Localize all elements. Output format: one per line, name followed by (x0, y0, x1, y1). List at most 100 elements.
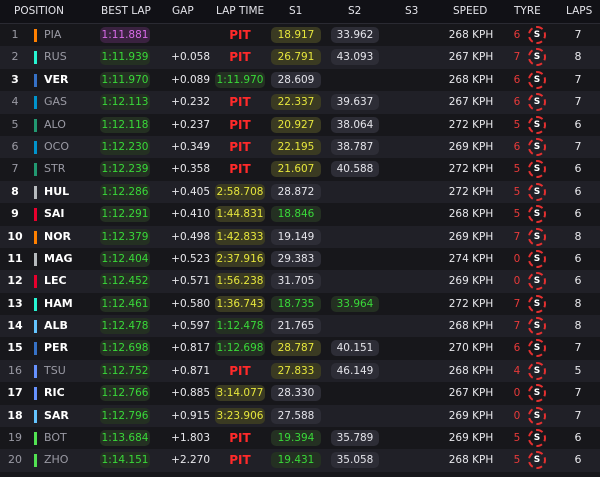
tyre-age: 0 (513, 409, 521, 422)
team-color-bar (34, 364, 37, 378)
driver-code[interactable]: MAG (44, 251, 73, 265)
driver-code[interactable]: OCO (44, 139, 69, 153)
standings-row[interactable]: 8 HUL 1:12.286 +0.405 2:58.708 28.872 272 KPH 5… (0, 180, 600, 204)
gap-to-leader: +0.523 (171, 252, 210, 265)
standings-row[interactable]: 15 PER 1:12.698 +0.817 1:12.698 28.787 40.151 2… (0, 337, 600, 359)
gap-to-leader: +0.232 (171, 96, 210, 109)
team-color-bar (34, 387, 37, 401)
driver-code[interactable]: HUL (44, 184, 70, 198)
standings-row[interactable]: 4 GAS 1:12.113 +0.232 PIT 22.337 39.637 267 KPH… (0, 91, 600, 114)
header-position[interactable]: POSITION (14, 5, 64, 17)
standings-row[interactable]: 1 PIA 1:11.881 PIT 18.917 33.962 268 KPH 6 S 7 (0, 24, 600, 46)
driver-code[interactable]: RIC (44, 386, 65, 400)
pit-indicator: PIT (229, 431, 251, 446)
driver-code[interactable]: SAI (44, 207, 65, 221)
sector-1-time: 27.833 (271, 362, 321, 379)
sector-2-time: 35.058 (331, 452, 379, 469)
gap-to-leader: +0.358 (171, 163, 210, 176)
gap-to-leader: +0.885 (171, 387, 210, 400)
speed-trap: 267 KPH (448, 51, 494, 64)
standings-row[interactable]: 20 ZHO 1:14.151 +2.270 PIT 19.431 35.058 268 KP… (0, 449, 600, 472)
best-lap-time: 1:12.291 (100, 206, 150, 223)
laps-count: 6 (574, 453, 582, 467)
tyre-age: 6 (513, 342, 521, 355)
laps-count: 7 (574, 341, 582, 355)
sector-2-time: 38.064 (331, 116, 379, 133)
standings-row[interactable]: 9 SAI 1:12.291 +0.410 1:44.831 18.846 268 KPH 5… (0, 203, 600, 225)
driver-code[interactable]: HAM (44, 296, 73, 310)
standings-row[interactable]: 7 STR 1:12.239 +0.358 PIT 21.607 40.588 272 KPH… (0, 158, 600, 180)
last-lap-time: 1:36.743 (215, 295, 265, 312)
position-number: 18 (7, 408, 23, 422)
standings-row[interactable]: 12 LEC 1:12.452 +0.571 1:56.238 31.705 269 KPH… (0, 270, 600, 293)
header-laps[interactable]: LAPS (566, 5, 593, 17)
standings-row[interactable]: 6 OCO 1:12.230 +0.349 PIT 22.195 38.787 269 KPH… (0, 135, 600, 159)
sector-1-time: 18.917 (271, 27, 321, 43)
header-speed[interactable]: SPEED (453, 5, 488, 17)
speed-trap: 272 KPH (448, 185, 494, 198)
position-number: 6 (11, 139, 19, 153)
tyre-soft-icon: S (528, 115, 546, 134)
driver-code[interactable]: LEC (44, 274, 67, 288)
standings-row[interactable]: 14 ALB 1:12.478 +0.597 1:12.478 21.765 268 KPH… (0, 315, 600, 338)
driver-code[interactable]: RUS (44, 50, 67, 64)
driver-code[interactable]: GAS (44, 95, 68, 109)
best-lap-time: 1:13.684 (100, 430, 150, 447)
standings-row[interactable]: 2 RUS 1:11.939 +0.058 PIT 26.791 43.093 267 KPH… (0, 46, 600, 69)
driver-code[interactable]: NOR (44, 229, 72, 243)
standings-row[interactable]: 13 HAM 1:12.461 +0.580 1:36.743 18.735 33.964 2… (0, 293, 600, 315)
tyre-soft-icon: S (528, 249, 546, 268)
driver-code[interactable]: ALB (44, 319, 68, 333)
standings-row[interactable]: 18 SAR 1:12.796 +0.915 3:23.906 27.588 269 KPH… (0, 404, 600, 428)
laps-count: 6 (574, 184, 582, 198)
standings-row[interactable]: 10 NOR 1:12.379 +0.498 1:42.833 19.149 269 KPH… (0, 225, 600, 248)
sector-1-time: 20.927 (271, 116, 321, 133)
sector-1-time: 19.431 (271, 452, 321, 469)
sector-1-time: 22.195 (271, 138, 321, 155)
tyre-soft-icon: S (528, 205, 546, 224)
laps-count: 7 (574, 72, 582, 86)
header-s3[interactable]: S3 (405, 5, 419, 17)
position-number: 12 (7, 274, 23, 288)
last-lap-time: 1:44.831 (215, 206, 265, 223)
tyre-soft-icon: S (528, 48, 546, 67)
tyre-age: 6 (513, 29, 521, 41)
best-lap-time: 1:12.118 (100, 116, 150, 133)
sector-1-time: 21.607 (271, 161, 321, 178)
best-lap-time: 1:12.379 (100, 228, 150, 245)
tyre-age: 4 (513, 364, 521, 377)
header-gap[interactable]: GAP (172, 5, 194, 17)
best-lap-time: 1:12.404 (100, 250, 150, 267)
header-s2[interactable]: S2 (348, 5, 362, 17)
driver-code[interactable]: VER (44, 72, 69, 86)
tyre-age: 7 (513, 297, 521, 310)
pit-indicator: PIT (229, 162, 251, 177)
standings-row[interactable]: 5 ALO 1:12.118 +0.237 PIT 20.927 38.064 272 KPH… (0, 114, 600, 136)
standings-row[interactable]: 16 TSU 1:12.752 +0.871 PIT 27.833 46.149 268 KP… (0, 359, 600, 383)
standings-row[interactable]: 3 VER 1:11.970 +0.089 1:11.970 28.609 268 KPH 6… (0, 69, 600, 91)
driver-code[interactable]: ALO (44, 117, 66, 131)
driver-code[interactable]: STR (44, 162, 66, 176)
header-best-lap[interactable]: BEST LAP (101, 5, 151, 17)
driver-code[interactable]: PER (44, 341, 69, 355)
team-color-bar (34, 73, 37, 87)
driver-code[interactable]: BOT (44, 431, 67, 445)
header-s1[interactable]: S1 (289, 5, 303, 17)
position-number: 14 (7, 319, 23, 333)
laps-count: 8 (574, 229, 582, 243)
gap-to-leader: +0.580 (171, 297, 210, 310)
standings-row[interactable]: 19 BOT 1:13.684 +1.803 PIT 19.394 35.789 269 KP… (0, 427, 600, 449)
driver-code[interactable]: PIA (44, 28, 62, 41)
tyre-age: 0 (513, 387, 521, 400)
standings-row[interactable]: 17 RIC 1:12.766 +0.885 3:14.077 28.330 267 KPH… (0, 382, 600, 404)
driver-code[interactable]: SAR (44, 408, 69, 422)
driver-code[interactable]: TSU (44, 363, 66, 377)
driver-code[interactable]: ZHO (44, 453, 69, 467)
header-tyre[interactable]: TYRE (514, 5, 541, 17)
standings-row[interactable]: 11 MAG 1:12.404 +0.523 2:37.916 29.383 274 KPH… (0, 248, 600, 270)
speed-trap: 268 KPH (448, 73, 494, 86)
position-number: 2 (11, 50, 19, 64)
header-lap-time[interactable]: LAP TIME (216, 5, 265, 17)
sector-1-time: 28.872 (271, 183, 321, 200)
gap-to-leader: +2.270 (171, 454, 210, 467)
